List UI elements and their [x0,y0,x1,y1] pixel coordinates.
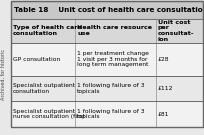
Bar [75,101,156,127]
Bar [11,43,203,76]
Text: 1 per treatment change
1 visit per 3 months for
long term management: 1 per treatment change 1 visit per 3 mon… [77,51,149,67]
Text: 1 following failure of 3
topicals: 1 following failure of 3 topicals [77,109,145,119]
Text: 1 following failure of 3
topicals: 1 following failure of 3 topicals [77,83,145,94]
Text: Archived, for historic: Archived, for historic [1,49,6,100]
Text: GP consultation: GP consultation [13,57,60,62]
Bar [75,19,156,43]
Text: £81: £81 [158,112,169,117]
Bar [11,43,75,76]
Bar [11,101,203,127]
Text: £28: £28 [158,57,169,62]
Text: Table 18    Unit cost of health care consultations: Table 18 Unit cost of health care consul… [14,7,204,13]
Bar [75,43,156,76]
Bar [156,76,203,101]
Bar [11,76,203,101]
Text: Unit cost
per
consultat-
ion: Unit cost per consultat- ion [158,20,194,42]
Bar [75,76,156,101]
Bar [11,1,203,19]
Text: Specialist outpatient
consultation: Specialist outpatient consultation [13,83,75,94]
Text: Type of health care
consultation: Type of health care consultation [13,25,81,36]
Bar [156,19,203,43]
Bar [11,19,75,43]
Bar [11,76,75,101]
Text: £112: £112 [158,86,173,91]
Text: Health care resource
use: Health care resource use [77,25,152,36]
Text: Specialist outpatient
nurse consultation (first: Specialist outpatient nurse consultation… [13,109,85,119]
Bar [11,19,203,43]
Bar [11,101,75,127]
Bar [156,101,203,127]
Bar [156,43,203,76]
